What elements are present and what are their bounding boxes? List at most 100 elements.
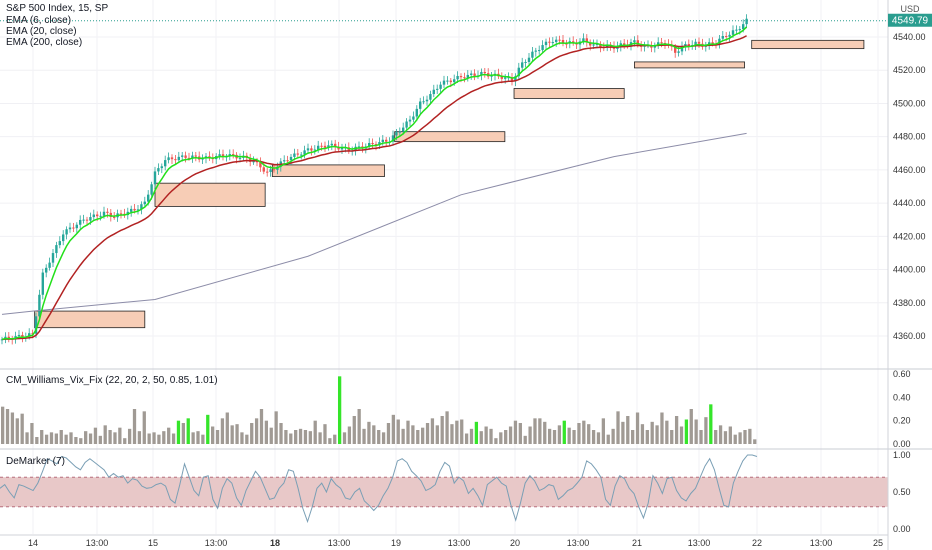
vix-bar xyxy=(523,435,527,444)
vix-bar xyxy=(333,434,337,444)
candle-body xyxy=(174,159,177,161)
candle-body xyxy=(735,29,738,31)
vix-bar xyxy=(352,416,356,444)
price-tick-label: 4360.00 xyxy=(893,331,926,341)
candle-body xyxy=(677,51,680,53)
candle-body xyxy=(21,334,24,338)
candle-body xyxy=(425,99,429,102)
candle-body xyxy=(357,146,361,148)
vix-bar xyxy=(621,421,625,444)
vix-bar xyxy=(611,428,615,444)
vix-bar xyxy=(704,417,708,444)
candle-body xyxy=(595,43,599,45)
candle-body xyxy=(194,155,197,157)
candle-body xyxy=(449,80,452,83)
candle-body xyxy=(310,148,313,151)
candle-body xyxy=(65,229,68,235)
candle-body xyxy=(385,139,388,142)
candle-body xyxy=(55,245,58,254)
time-tick-label: 13:00 xyxy=(448,538,471,548)
vix-bar xyxy=(328,438,332,444)
vix-bar xyxy=(303,430,308,444)
candle-body xyxy=(391,135,395,142)
vix-bar xyxy=(635,412,640,444)
candle-body xyxy=(599,43,602,48)
vix-bar xyxy=(513,420,518,444)
vix-bar xyxy=(215,430,220,444)
vix-bar xyxy=(337,376,342,444)
candle-body xyxy=(653,45,656,48)
candle-body xyxy=(164,160,167,167)
vix-bar xyxy=(645,430,649,444)
price-tick-label: 4540.00 xyxy=(893,32,926,42)
vix-bar xyxy=(10,412,15,444)
vix-bar xyxy=(577,423,581,444)
time-tick-label: 19 xyxy=(391,538,401,548)
vix-bar xyxy=(469,428,474,444)
vix-bar xyxy=(298,428,303,444)
vix-bar xyxy=(562,420,566,444)
ema-6-line[interactable] xyxy=(1,26,748,341)
candle-body xyxy=(238,157,242,159)
candle-body xyxy=(745,18,748,25)
vix-bar xyxy=(616,411,620,444)
legend-ema-20[interactable]: EMA (20, close) xyxy=(6,26,77,37)
price-tick-label: 4500.00 xyxy=(893,98,926,108)
vix-bar xyxy=(396,419,400,444)
time-axis[interactable]: 14 13:00 15 13:00 18 13:00 19 13:00 20 13:00 21 13:… xyxy=(0,534,888,548)
price-axis[interactable]: 4540.00 4520.00 4500.00 4480.00 4460.00 4440.… xyxy=(887,0,926,550)
candle-body xyxy=(327,145,330,148)
candle-body xyxy=(517,67,520,77)
candle-body xyxy=(521,62,524,68)
candle-body xyxy=(48,262,51,268)
vix-bar xyxy=(489,428,493,444)
candle-body xyxy=(371,143,374,145)
vix-bar xyxy=(308,431,312,444)
vix-bar xyxy=(655,425,659,444)
legend-demarker[interactable]: DeMarker (7) xyxy=(6,456,65,467)
candle-body xyxy=(170,157,174,160)
vix-bar xyxy=(753,439,757,444)
vix-bar xyxy=(279,423,283,444)
candle-body xyxy=(130,208,133,212)
ema-20-line[interactable] xyxy=(1,35,747,341)
vix-bar xyxy=(728,426,732,444)
candle-body xyxy=(313,149,316,151)
demarker-pane[interactable] xyxy=(0,454,888,524)
vix-bar xyxy=(533,418,537,444)
candle-body xyxy=(38,294,41,317)
vix-bar xyxy=(699,430,703,444)
time-tick-label: 13:00 xyxy=(688,538,711,548)
candle-body xyxy=(548,41,551,43)
candle-body xyxy=(7,336,10,339)
legend-ema-200[interactable]: EMA (200, close) xyxy=(6,37,83,48)
vix-bar xyxy=(455,420,459,444)
vix-bar xyxy=(1,406,5,444)
candle-body xyxy=(323,145,327,148)
candle-body xyxy=(510,77,514,82)
vix-bar xyxy=(225,412,229,444)
vix-bar xyxy=(582,420,586,444)
candle-body xyxy=(102,211,106,216)
candle-body xyxy=(442,80,446,85)
candle-body xyxy=(504,77,507,79)
candle-body xyxy=(538,50,541,52)
candle-body xyxy=(680,46,684,52)
vix-bar xyxy=(479,431,483,444)
candle-body xyxy=(524,61,527,63)
demarker-tick-label: 0.00 xyxy=(893,524,911,534)
vix-bar xyxy=(44,434,49,444)
candle-body xyxy=(160,166,163,169)
candle-body xyxy=(738,29,741,31)
legend-vix-fix[interactable]: CM_Williams_Vix_Fix (22, 20, 2, 50, 0.85… xyxy=(6,375,218,386)
ema-200-line[interactable] xyxy=(1,132,747,315)
last-price-value: 4549.79 xyxy=(892,16,929,27)
candle-body xyxy=(68,227,72,230)
legend-ema-6[interactable]: EMA (6, close) xyxy=(6,15,72,26)
vix-bar xyxy=(186,418,190,444)
vix-bar xyxy=(98,435,102,444)
time-tick-label: 13:00 xyxy=(86,538,109,548)
candle-body xyxy=(75,224,78,229)
vix-fix-histogram[interactable] xyxy=(1,376,757,444)
